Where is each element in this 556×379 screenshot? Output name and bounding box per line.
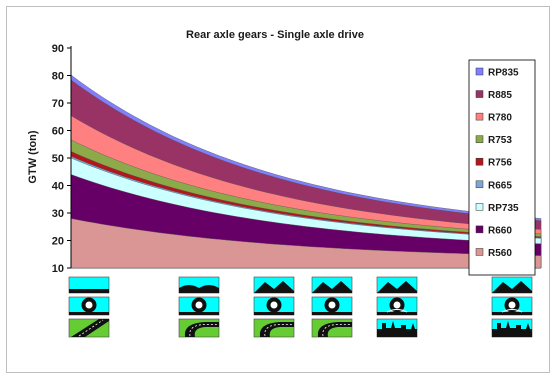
legend-label: R665 xyxy=(488,180,512,191)
road-icon xyxy=(376,318,418,338)
y-tick-label: 30 xyxy=(52,208,64,220)
road-icon xyxy=(178,318,220,338)
road-icon xyxy=(311,318,353,338)
road-icon-column xyxy=(311,276,353,338)
series-areas xyxy=(70,74,542,269)
terrain-icon xyxy=(311,276,353,294)
legend-swatch xyxy=(475,180,484,189)
tyre-icon xyxy=(376,296,418,316)
y-axis-label: GTW (ton) xyxy=(27,130,39,183)
road-icon-column xyxy=(68,276,110,338)
terrain-icon xyxy=(178,276,220,294)
tyre-icon xyxy=(178,296,220,316)
y-tick-label: 90 xyxy=(52,43,64,55)
y-tick-label: 10 xyxy=(52,263,64,275)
tyre-icon xyxy=(68,296,110,316)
legend-swatch xyxy=(475,67,484,76)
legend-swatch xyxy=(475,225,484,234)
legend-swatch xyxy=(475,203,484,211)
legend-label: R753 xyxy=(488,135,512,146)
legend-label: RP735 xyxy=(488,203,519,214)
y-tick-label: 70 xyxy=(52,98,64,110)
y-axis: 10 20 30 40 50 60 70 80 90 xyxy=(52,43,72,275)
area-chart: Rear axle gears - Single axle drive GTW … xyxy=(27,29,542,338)
legend-swatch xyxy=(475,90,484,98)
road-icon-column xyxy=(253,276,295,338)
legend-label: R780 xyxy=(488,113,512,124)
y-tick-label: 50 xyxy=(52,153,64,165)
legend: RP835 R885 R780 R753 R756 R665 RP735 R660 R560 xyxy=(468,59,536,276)
legend-swatch xyxy=(475,135,484,143)
y-tick-label: 80 xyxy=(52,71,64,83)
road-condition-icons xyxy=(68,276,533,338)
legend-swatch xyxy=(475,157,484,166)
tyre-icon xyxy=(491,296,533,316)
terrain-icon xyxy=(68,276,110,294)
road-icon-column xyxy=(491,276,533,338)
y-axis-label-group: GTW (ton) xyxy=(27,130,39,183)
chart-frame: Rear axle gears - Single axle drive GTW … xyxy=(6,6,550,373)
tyre-icon xyxy=(253,296,295,316)
legend-swatch xyxy=(475,112,484,121)
road-icon xyxy=(491,318,533,338)
terrain-icon xyxy=(253,276,295,294)
road-icon-column xyxy=(376,276,418,338)
legend-label: R660 xyxy=(488,225,512,236)
legend-label: R885 xyxy=(488,90,512,101)
road-icon xyxy=(253,318,295,338)
y-tick-label: 60 xyxy=(52,126,64,138)
y-tick-label: 40 xyxy=(52,181,64,193)
y-tick-label: 20 xyxy=(52,236,64,248)
road-icon-column xyxy=(178,276,220,338)
terrain-icon xyxy=(491,276,533,294)
road-icon xyxy=(68,318,110,338)
legend-label: RP835 xyxy=(488,68,519,79)
legend-label: R560 xyxy=(488,248,512,259)
legend-swatch xyxy=(475,248,484,256)
legend-label: R756 xyxy=(488,158,512,169)
terrain-icon xyxy=(376,276,418,294)
tyre-icon xyxy=(311,296,353,316)
chart-title: Rear axle gears - Single axle drive xyxy=(186,29,364,41)
